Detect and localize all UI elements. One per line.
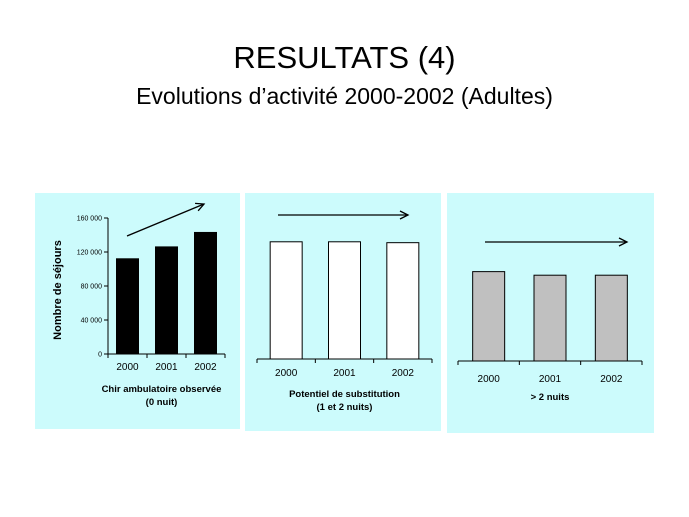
slide-subtitle: Evolutions d’activité 2000-2002 (Adultes…	[136, 83, 553, 109]
trend-arrow-up	[126, 203, 205, 237]
x-tick-label: 2000	[275, 368, 298, 379]
trend-arrow-head	[195, 202, 206, 212]
y-tick-label: 120 000	[77, 250, 102, 257]
bar-2002	[194, 231, 217, 355]
x-tick-label: 2002	[194, 362, 217, 373]
bar-2001	[533, 274, 567, 362]
chart-panel-ambulatory: 0 40 000 80 000 120 000 160 000 Nombre de séj…	[35, 193, 240, 429]
y-tick-label: 80 000	[81, 284, 103, 291]
bar-2002	[386, 242, 420, 360]
y-tick-label: 40 000	[81, 318, 103, 325]
chart-over-2-nights: 2000 2001 2002 > 2 nuits	[457, 237, 643, 403]
trend-arrow-head	[618, 237, 629, 247]
trend-arrow-head	[399, 210, 410, 220]
slide-title: RESULTATS (4)	[233, 40, 456, 75]
bar-2000	[269, 241, 303, 360]
bar-2002	[594, 274, 628, 362]
x-tick-label: 2001	[155, 362, 178, 373]
chart-ambulatory: 0 40 000 80 000 120 000 160 000 Nombre de séj…	[52, 202, 226, 408]
x-tick-label: 2000	[116, 362, 139, 373]
x-tick-label: 2000	[478, 374, 501, 385]
chart-panel-substitution: 2000 2001 2002 Potentiel de substitution (1 …	[245, 193, 441, 431]
chart-panel-over-2-nights: 2000 2001 2002 > 2 nuits	[447, 193, 654, 433]
chart-caption: (1 et 2 nuits)	[317, 402, 373, 413]
x-tick-label: 2001	[539, 374, 562, 385]
y-tick-label: 0	[98, 352, 102, 359]
bar-2000	[116, 258, 139, 355]
x-tick-label: 2002	[392, 368, 415, 379]
chart-caption: > 2 nuits	[531, 392, 570, 403]
chart-substitution: 2000 2001 2002 Potentiel de substitution (1 …	[256, 210, 433, 413]
chart-caption: Potentiel de substitution	[289, 389, 400, 400]
chart-caption: Chir ambulatoire observée	[102, 384, 222, 395]
bar-2000	[472, 271, 506, 362]
bar-2001	[328, 241, 361, 360]
x-tick-label: 2002	[600, 374, 623, 385]
chart-caption: (0 nuit)	[146, 397, 178, 408]
y-tick-label: 160 000	[77, 216, 102, 223]
y-axis-label: Nombre de séjours	[52, 240, 64, 340]
x-tick-label: 2001	[333, 368, 356, 379]
bar-2001	[155, 246, 178, 355]
